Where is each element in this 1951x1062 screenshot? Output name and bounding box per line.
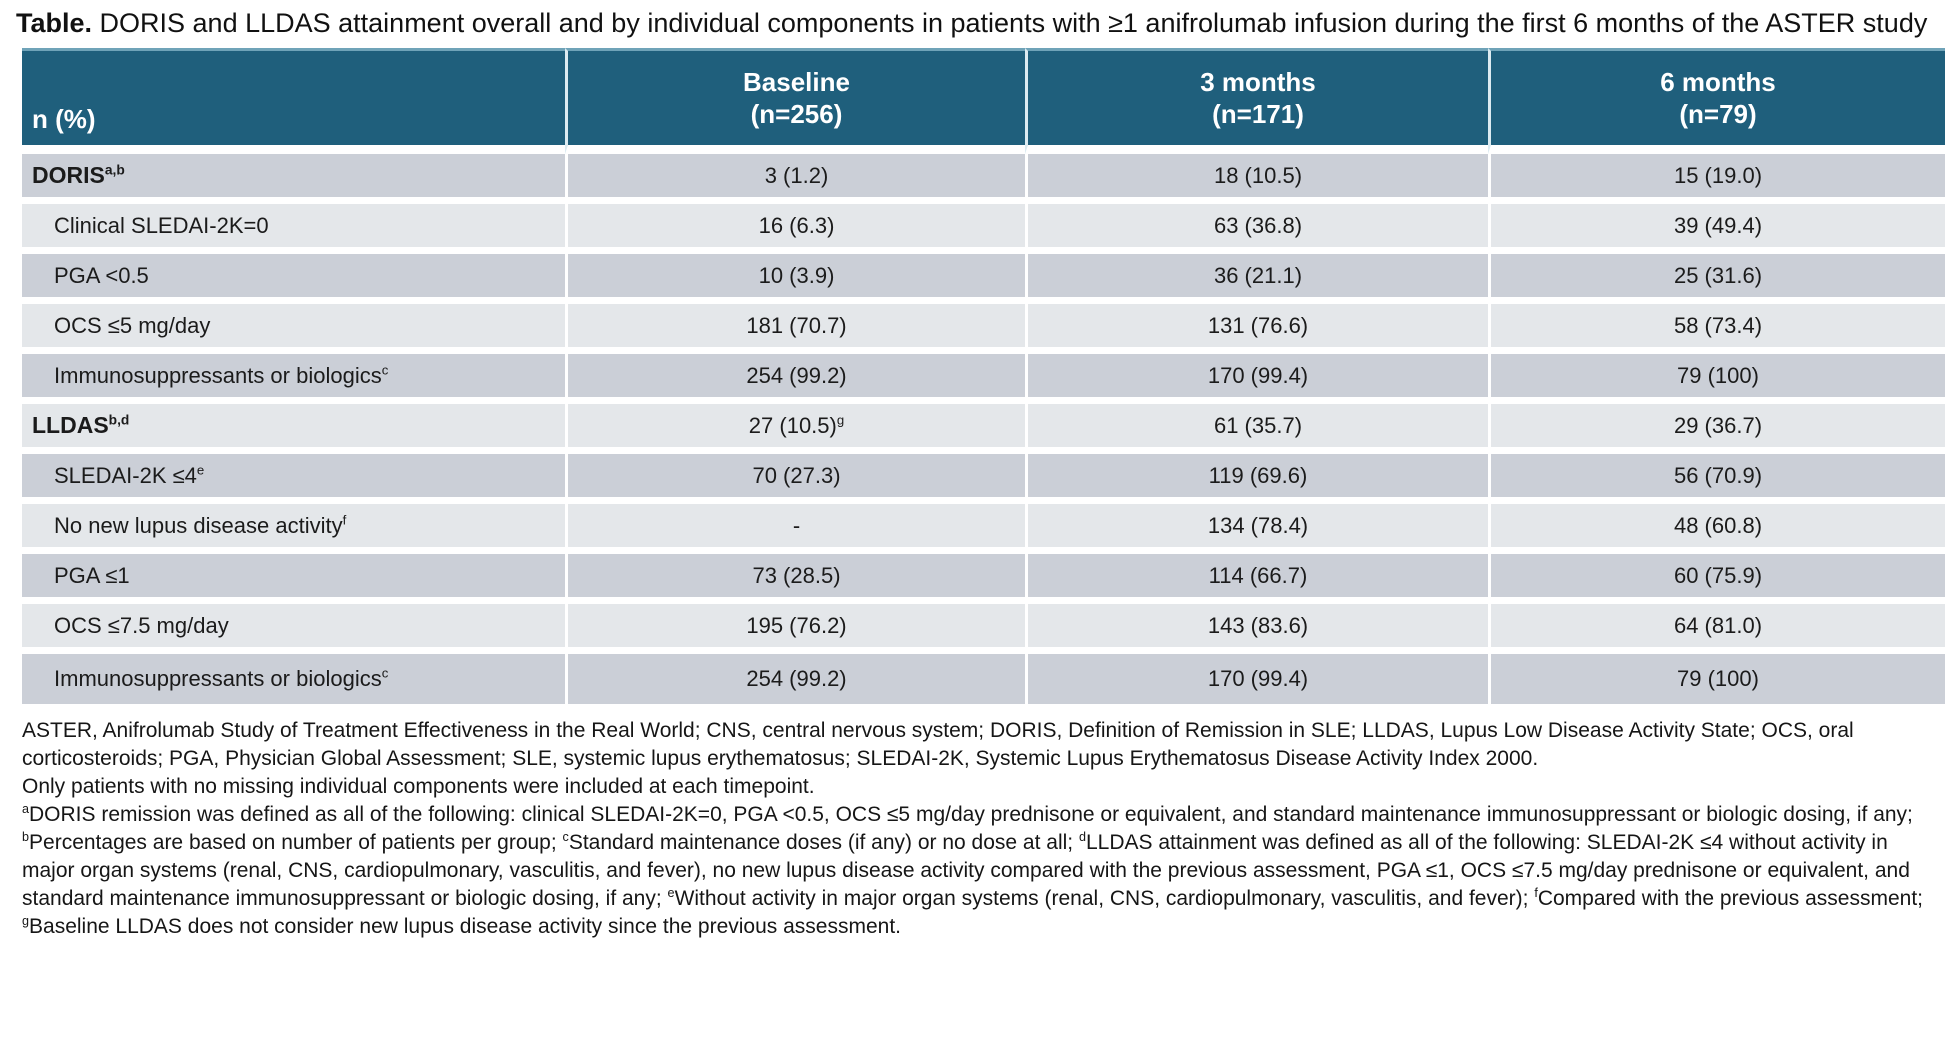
row-label: PGA ≤1	[22, 554, 565, 604]
header-baseline-line1: Baseline	[743, 67, 850, 97]
table-row: DORISa,b 3 (1.2) 18 (10.5) 15 (19.0)	[22, 154, 1945, 204]
table-title: Table. DORIS and LLDAS attainment overal…	[16, 6, 1931, 40]
row-label: SLEDAI-2K ≤4e	[22, 454, 565, 504]
table-row: PGA ≤1 73 (28.5) 114 (66.7) 60 (75.9)	[22, 554, 1945, 604]
table-row: OCS ≤7.5 mg/day 195 (76.2) 143 (83.6) 64 (8…	[22, 604, 1945, 654]
table-row: Clinical SLEDAI-2K=0 16 (6.3) 63 (36.8) 39 …	[22, 204, 1945, 254]
cell-value: 254 (99.2)	[565, 654, 1025, 704]
cell-value: 119 (69.6)	[1025, 454, 1488, 504]
footnote-paragraph: ASTER, Anifrolumab Study of Treatment Ef…	[22, 719, 1854, 770]
attainment-table: n (%) Baseline (n=256) 3 months (n=171) …	[22, 48, 1945, 704]
row-label: OCS ≤5 mg/day	[22, 304, 565, 354]
table-row: No new lupus disease activityf -134 (78.4…	[22, 504, 1945, 554]
cell-value: 170 (99.4)	[1025, 654, 1488, 704]
cell-value: 39 (49.4)	[1488, 204, 1945, 254]
header-3-months-line2: (n=171)	[1212, 99, 1304, 129]
cell-value: 63 (36.8)	[1025, 204, 1488, 254]
cell-value: 16 (6.3)	[565, 204, 1025, 254]
table-row: SLEDAI-2K ≤4e 70 (27.3) 119 (69.6) 56 (70.9…	[22, 454, 1945, 504]
header-3-months: 3 months (n=171)	[1025, 48, 1488, 154]
cell-value: 61 (35.7)	[1025, 404, 1488, 454]
cell-value: 170 (99.4)	[1025, 354, 1488, 404]
cell-value: 29 (36.7)	[1488, 404, 1945, 454]
table-row: PGA <0.5 10 (3.9) 36 (21.1) 25 (31.6)	[22, 254, 1945, 304]
table-title-text: DORIS and LLDAS attainment overall and b…	[92, 8, 1928, 38]
cell-value: 195 (76.2)	[565, 604, 1025, 654]
header-6-months: 6 months (n=79)	[1488, 48, 1945, 154]
table-title-prefix: Table.	[16, 8, 93, 38]
header-baseline-line2: (n=256)	[750, 99, 843, 129]
cell-value: 25 (31.6)	[1488, 254, 1945, 304]
row-label: DORISa,b	[22, 154, 565, 204]
cell-value: 48 (60.8)	[1488, 504, 1945, 554]
cell-value: 73 (28.5)	[565, 554, 1025, 604]
cell-value: 56 (70.9)	[1488, 454, 1945, 504]
cell-value: 134 (78.4)	[1025, 504, 1488, 554]
table-row: Immunosuppressants or biologicsc 254 (99.…	[22, 354, 1945, 404]
cell-value: 27 (10.5)g	[565, 404, 1025, 454]
row-label: Immunosuppressants or biologicsc	[22, 654, 565, 704]
cell-value: 70 (27.3)	[565, 454, 1025, 504]
footnotes: ASTER, Anifrolumab Study of Treatment Ef…	[22, 717, 1933, 941]
cell-value: 79 (100)	[1488, 654, 1945, 704]
footnote-paragraph: aDORIS remission was defined as all of t…	[22, 802, 1923, 938]
cell-value: 79 (100)	[1488, 354, 1945, 404]
header-3-months-line1: 3 months	[1200, 67, 1316, 97]
cell-value: 58 (73.4)	[1488, 304, 1945, 354]
cell-value: 254 (99.2)	[565, 354, 1025, 404]
header-row: n (%) Baseline (n=256) 3 months (n=171) …	[22, 48, 1945, 154]
cell-value: 15 (19.0)	[1488, 154, 1945, 204]
row-label: OCS ≤7.5 mg/day	[22, 604, 565, 654]
row-label: Clinical SLEDAI-2K=0	[22, 204, 565, 254]
table-row: Immunosuppressants or biologicsc 254 (99.…	[22, 654, 1945, 704]
table-row: OCS ≤5 mg/day 181 (70.7) 131 (76.6) 58 (73.…	[22, 304, 1945, 354]
header-n-percent: n (%)	[22, 48, 565, 154]
cell-value: 131 (76.6)	[1025, 304, 1488, 354]
row-label: No new lupus disease activityf	[22, 504, 565, 554]
cell-value: 10 (3.9)	[565, 254, 1025, 304]
cell-value: 181 (70.7)	[565, 304, 1025, 354]
header-baseline: Baseline (n=256)	[565, 48, 1025, 154]
header-6-months-line1: 6 months	[1660, 67, 1776, 97]
row-label: LLDASb,d	[22, 404, 565, 454]
cell-value: 60 (75.9)	[1488, 554, 1945, 604]
header-6-months-line2: (n=79)	[1679, 99, 1757, 129]
table-row: LLDASb,d 27 (10.5)g 61 (35.7) 29 (36.7)	[22, 404, 1945, 454]
cell-value: 18 (10.5)	[1025, 154, 1488, 204]
row-label: PGA <0.5	[22, 254, 565, 304]
cell-value: 36 (21.1)	[1025, 254, 1488, 304]
footnote-paragraph: Only patients with no missing individual…	[22, 775, 815, 798]
page: Table. DORIS and LLDAS attainment overal…	[0, 6, 1951, 941]
cell-value: 143 (83.6)	[1025, 604, 1488, 654]
cell-value: 114 (66.7)	[1025, 554, 1488, 604]
cell-value: -	[565, 504, 1025, 554]
cell-value: 3 (1.2)	[565, 154, 1025, 204]
cell-value: 64 (81.0)	[1488, 604, 1945, 654]
row-label: Immunosuppressants or biologicsc	[22, 354, 565, 404]
